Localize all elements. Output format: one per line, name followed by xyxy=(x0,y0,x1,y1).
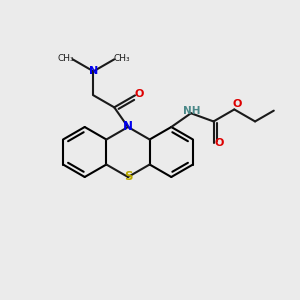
Text: CH₃: CH₃ xyxy=(57,54,74,63)
Text: NH: NH xyxy=(183,106,201,116)
Text: O: O xyxy=(232,99,242,110)
Text: N: N xyxy=(89,66,98,76)
Text: N: N xyxy=(123,121,133,134)
Text: O: O xyxy=(134,89,144,99)
Text: CH₃: CH₃ xyxy=(114,54,130,63)
Text: S: S xyxy=(124,170,132,184)
Text: O: O xyxy=(215,138,224,148)
